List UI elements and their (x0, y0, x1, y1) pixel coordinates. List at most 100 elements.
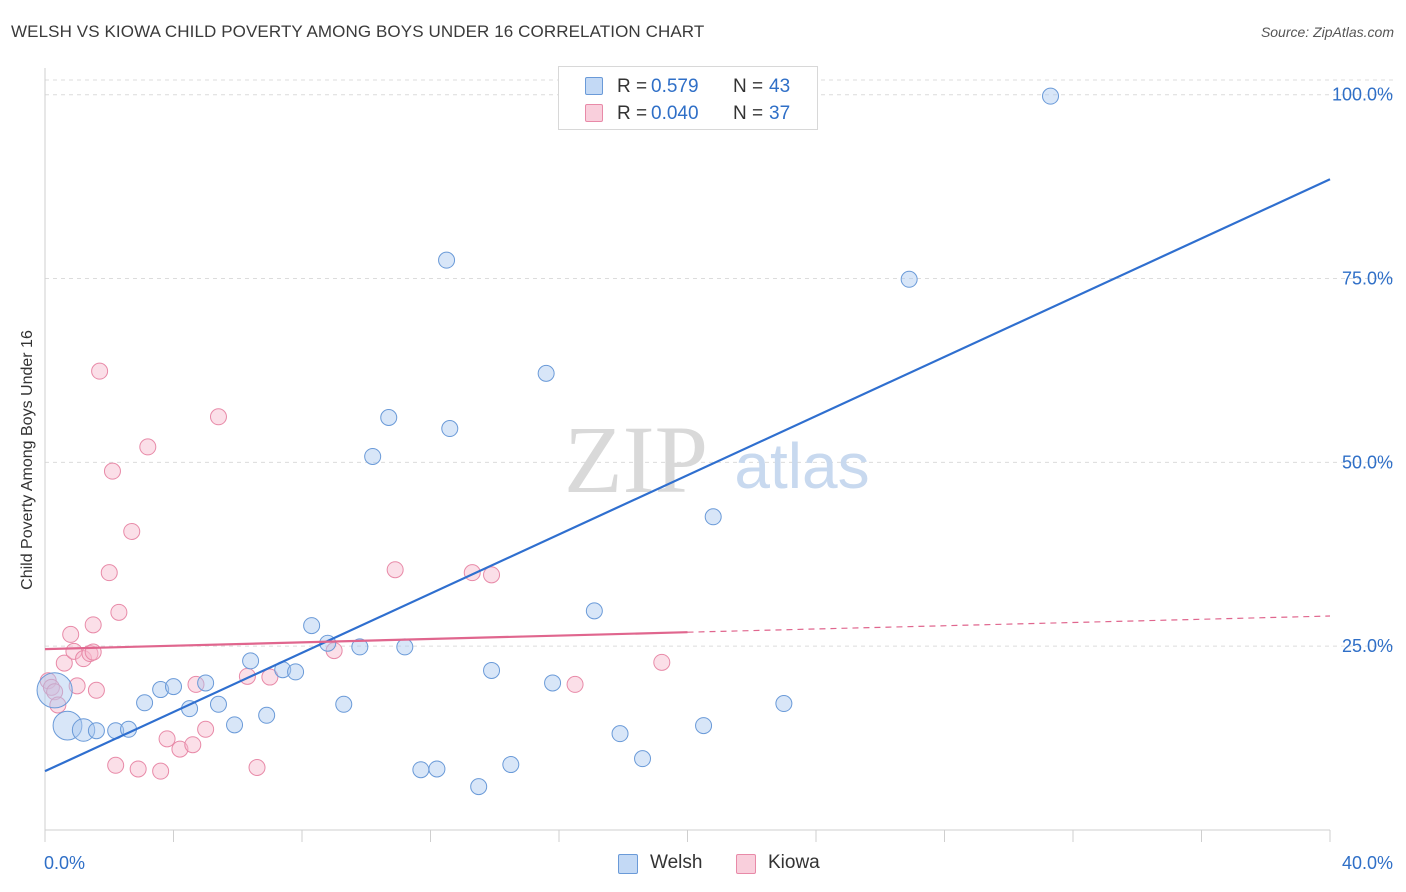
welsh-point-1 (52, 710, 83, 741)
welsh-point-34 (611, 725, 629, 743)
bottom-kiowa-label: Kiowa (768, 852, 820, 873)
welsh-point-11 (209, 695, 227, 713)
welsh-point-19 (335, 695, 353, 713)
kiowa-point-10 (84, 643, 102, 661)
welsh-point-38 (704, 508, 722, 526)
source-label: Source: ZipAtlas.com (1260, 24, 1394, 40)
bottom-kiowa-swatch (736, 854, 756, 874)
welsh-point-10 (197, 674, 215, 692)
kiowa-point-29 (248, 759, 266, 776)
kiowa-point-3 (49, 696, 67, 714)
welsh-point-40 (775, 695, 793, 713)
kiowa-r-label: R = (617, 103, 648, 124)
kiowa-r-value: 0.040 (651, 103, 699, 124)
kiowa-point-32 (386, 561, 404, 579)
welsh-point-35 (634, 750, 652, 768)
welsh-point-16 (287, 663, 305, 681)
watermark-zip: ZIP (564, 406, 708, 513)
y-axis-label: Child Poverty Among Boys Under 16 (19, 330, 36, 590)
y-tick-label: 25.0% (1342, 636, 1393, 656)
y-tick-labels: 25.0% 50.0% 75.0% 100.0% (1332, 85, 1393, 656)
kiowa-point-14 (100, 564, 118, 582)
welsh-point-0 (36, 672, 73, 709)
kiowa-point-30 (261, 668, 279, 686)
kiowa-trendline-extension (687, 615, 1331, 633)
kiowa-point-11 (84, 616, 102, 634)
welsh-point-12 (226, 716, 244, 734)
kiowa-point-2 (46, 683, 64, 701)
bottom-welsh-swatch (618, 854, 638, 874)
kiowa-point-16 (107, 756, 125, 774)
welsh-n-value: 43 (769, 76, 791, 97)
kiowa-swatch (585, 104, 603, 122)
welsh-point-37 (695, 717, 713, 735)
welsh-point-29 (483, 661, 501, 679)
welsh-point-32 (544, 674, 562, 692)
welsh-point-33 (585, 602, 603, 620)
bottom-welsh-label: Welsh (650, 852, 703, 873)
kiowa-point-4 (55, 654, 73, 672)
welsh-point-22 (380, 409, 398, 426)
welsh-point-6 (136, 694, 154, 712)
welsh-point-26 (441, 420, 459, 438)
welsh-point-17 (303, 617, 321, 635)
kiowa-point-24 (184, 736, 202, 754)
kiowa-n-value: 37 (769, 103, 791, 124)
y-tick-label: 75.0% (1342, 269, 1393, 289)
correlation-legend: R = 0.579 N = 43 R = 0.040 N = 37 (558, 66, 818, 130)
kiowa-point-7 (68, 677, 86, 695)
welsh-point-3 (87, 722, 105, 740)
kiowa-point-23 (171, 740, 189, 758)
welsh-point-23 (396, 638, 414, 656)
kiowa-point-21 (152, 762, 170, 780)
kiowa-trendline (44, 631, 688, 651)
welsh-point-25 (428, 760, 446, 778)
kiowa-point-13 (91, 362, 109, 380)
welsh-point-2 (71, 718, 96, 742)
welsh-point-42 (1042, 87, 1060, 105)
y-tick-label: 50.0% (1342, 452, 1393, 472)
kiowa-point-35 (566, 675, 584, 693)
welsh-point-13 (242, 652, 260, 670)
kiowa-point-12 (87, 681, 105, 699)
kiowa-point-34 (483, 566, 501, 584)
kiowa-point-17 (110, 603, 128, 621)
kiowa-point-27 (209, 408, 227, 426)
welsh-r-value: 0.579 (651, 76, 699, 97)
trendlines (44, 178, 1331, 773)
welsh-n-label: N = (733, 76, 764, 97)
kiowa-point-22 (158, 730, 176, 748)
welsh-point-28 (470, 778, 488, 796)
axes (44, 68, 1331, 842)
welsh-r-label: R = (617, 76, 648, 97)
welsh-point-24 (412, 761, 430, 779)
watermark: ZIP atlas (564, 406, 870, 513)
welsh-point-21 (364, 447, 382, 465)
kiowa-point-20 (139, 438, 157, 456)
welsh-point-7 (152, 681, 170, 699)
x-tick-labels: 0.0% 40.0% (44, 853, 1393, 873)
welsh-trendline (44, 178, 1331, 773)
kiowa-point-15 (103, 462, 121, 480)
welsh-point-30 (502, 756, 520, 774)
x-tick-label-max: 40.0% (1342, 853, 1393, 873)
kiowa-points (39, 362, 671, 780)
kiowa-point-18 (123, 522, 141, 540)
kiowa-point-5 (62, 625, 80, 643)
watermark-atlas: atlas (734, 430, 869, 502)
welsh-point-41 (900, 270, 918, 288)
welsh-point-31 (537, 364, 555, 382)
kiowa-point-26 (197, 720, 215, 738)
gridlines (45, 79, 1395, 647)
welsh-point-27 (438, 251, 456, 269)
kiowa-point-19 (129, 760, 147, 778)
y-tick-label: 100.0% (1332, 85, 1393, 105)
welsh-point-14 (258, 706, 276, 724)
welsh-swatch (585, 77, 603, 95)
kiowa-point-36 (653, 653, 671, 671)
x-tick-label-min: 0.0% (44, 853, 85, 873)
chart-title: WELSH VS KIOWA CHILD POVERTY AMONG BOYS … (11, 22, 705, 41)
welsh-point-20 (351, 638, 369, 656)
welsh-point-8 (165, 678, 182, 696)
